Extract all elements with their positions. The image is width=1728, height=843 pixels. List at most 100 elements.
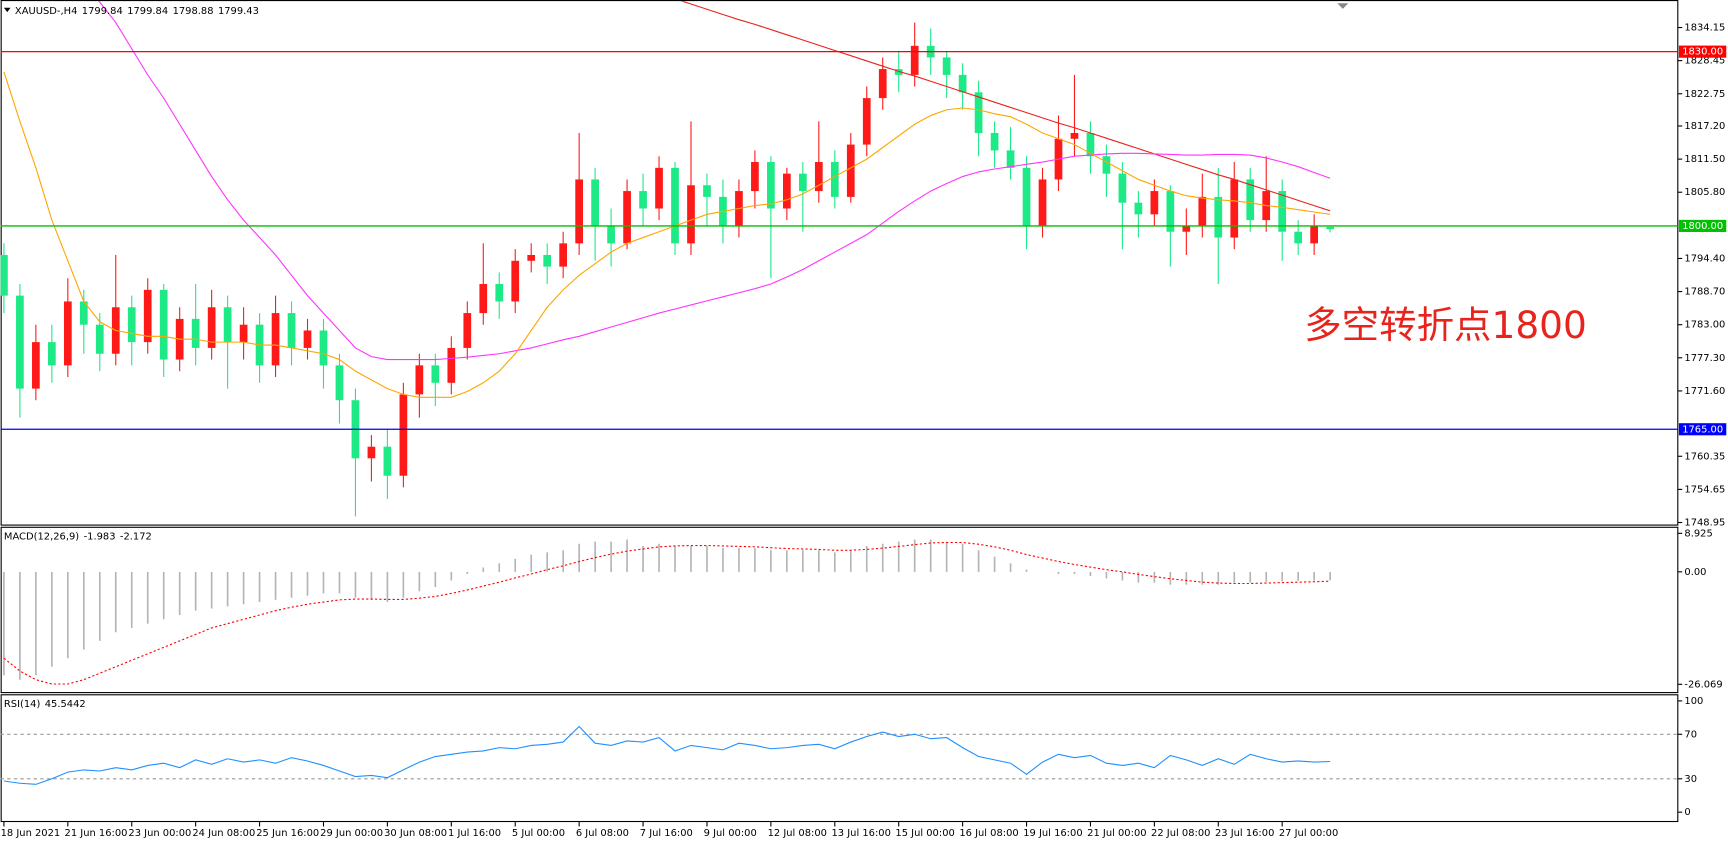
header-value: -2.172 bbox=[120, 532, 152, 543]
x-tick-label: 24 Jun 08:00 bbox=[192, 828, 255, 839]
x-tick-label: 21 Jun 16:00 bbox=[65, 828, 128, 839]
y-tick-label: 8.925 bbox=[1684, 528, 1712, 539]
candle-body bbox=[367, 446, 376, 459]
candle-body bbox=[687, 185, 695, 244]
candle-body bbox=[846, 144, 855, 197]
price-label-box bbox=[1678, 423, 1727, 436]
header-value: 1799.43 bbox=[218, 6, 259, 17]
candle-body bbox=[127, 307, 136, 343]
y-tick-label: 30 bbox=[1684, 774, 1697, 785]
x-tick-label: 18 Jun 2021 bbox=[1, 828, 61, 839]
candle-body bbox=[79, 301, 88, 325]
candle-body bbox=[431, 365, 440, 383]
candle-body bbox=[1278, 191, 1287, 232]
candle-body bbox=[143, 289, 152, 343]
x-tick-label: 16 Jul 08:00 bbox=[959, 828, 1018, 839]
header-value: 45.5442 bbox=[45, 699, 86, 710]
candle-body bbox=[543, 254, 552, 267]
candle-body bbox=[399, 394, 408, 476]
candle-body bbox=[223, 307, 232, 343]
rsi-panel-border bbox=[0, 694, 1679, 823]
candle-body bbox=[1134, 202, 1143, 215]
candle-body bbox=[767, 162, 775, 209]
x-tick-label: 29 Jun 00:00 bbox=[320, 828, 383, 839]
plot-area bbox=[0, 1, 1334, 517]
y-tick-label: 0.00 bbox=[1684, 567, 1706, 578]
candle-body bbox=[990, 132, 999, 151]
y-tick-label: 1834.15 bbox=[1684, 23, 1725, 34]
candle-body bbox=[207, 307, 216, 348]
candle-body bbox=[671, 167, 679, 244]
candle-body bbox=[0, 254, 8, 296]
x-tick-label: 27 Jul 00:00 bbox=[1279, 828, 1338, 839]
y-tick-label: -26.069 bbox=[1684, 679, 1722, 690]
candle-body bbox=[1294, 231, 1303, 244]
x-tick-label: 19 Jul 16:00 bbox=[1023, 828, 1082, 839]
candle-body bbox=[63, 301, 72, 366]
candle-body bbox=[303, 330, 312, 348]
candle-body bbox=[575, 179, 583, 244]
candle-body bbox=[1022, 167, 1031, 226]
candle-body bbox=[95, 324, 104, 354]
candle-body bbox=[942, 57, 951, 75]
candle-body bbox=[1006, 150, 1015, 168]
panel-header: MACD(12,26,9) -1.983 -2.172 bbox=[4, 532, 152, 543]
candle-body bbox=[335, 365, 344, 401]
candle-body bbox=[479, 284, 488, 314]
candle-body bbox=[1118, 173, 1127, 203]
candle-body bbox=[527, 254, 536, 261]
y-tick-label: 1817.20 bbox=[1684, 121, 1725, 132]
candle-body bbox=[862, 98, 871, 145]
header-value: 1799.84 bbox=[82, 6, 123, 17]
candle-body bbox=[910, 45, 919, 75]
candle-body bbox=[830, 162, 839, 197]
candle-body bbox=[383, 446, 392, 476]
header-value: -1.983 bbox=[84, 532, 116, 543]
indicator-line bbox=[680, 1, 1331, 212]
candle-body bbox=[47, 342, 56, 366]
candle-body bbox=[191, 318, 200, 348]
price-label: 1765.00 bbox=[1682, 424, 1723, 435]
panel-header: RSI(14) 45.5442 bbox=[4, 699, 86, 710]
y-tick-label: 1822.75 bbox=[1684, 89, 1725, 100]
x-tick-label: 23 Jul 16:00 bbox=[1215, 828, 1274, 839]
y-tick-label: 1760.35 bbox=[1684, 451, 1725, 462]
candle-body bbox=[703, 185, 711, 197]
candle-body bbox=[1038, 179, 1047, 226]
header-value: 1798.88 bbox=[173, 6, 214, 17]
candle-body bbox=[639, 191, 647, 209]
x-tick-label: 23 Jun 00:00 bbox=[128, 828, 191, 839]
macd-panel-border bbox=[0, 526, 1679, 694]
candle-body bbox=[511, 260, 520, 302]
y-tick-label: 1794.40 bbox=[1684, 253, 1725, 264]
candle-body bbox=[751, 162, 759, 192]
candle-body bbox=[319, 330, 328, 366]
y-tick-label: 1777.30 bbox=[1684, 353, 1725, 364]
candle-body bbox=[447, 347, 456, 383]
price-label-box bbox=[1678, 45, 1727, 58]
x-tick-label: 22 Jul 08:00 bbox=[1151, 828, 1210, 839]
header-title: XAUUSD-,H4 bbox=[15, 6, 77, 17]
header-value: 1799.84 bbox=[127, 6, 168, 17]
candle-body bbox=[1182, 225, 1191, 232]
menu-arrow bbox=[3, 7, 11, 13]
y-tick-label: 1828.45 bbox=[1684, 56, 1725, 67]
candle-body bbox=[1326, 226, 1334, 230]
candle-body bbox=[814, 162, 823, 192]
candle-body bbox=[1102, 156, 1111, 174]
x-tick-label: 25 Jun 16:00 bbox=[256, 828, 319, 839]
candle-body bbox=[655, 167, 663, 209]
candle-body bbox=[1086, 132, 1095, 157]
candle-body bbox=[1198, 196, 1207, 226]
candle-body bbox=[495, 284, 504, 302]
candle-body bbox=[878, 69, 887, 99]
candle-body bbox=[415, 365, 424, 395]
candle-body bbox=[894, 69, 903, 75]
annotation: 多空转折点1800 bbox=[1304, 303, 1587, 347]
indicator-line bbox=[3, 541, 1331, 685]
x-tick-label: 6 Jul 08:00 bbox=[576, 828, 629, 839]
candle-body bbox=[1310, 225, 1319, 244]
x-tick-label: 12 Jul 08:00 bbox=[768, 828, 827, 839]
candle-body bbox=[1230, 179, 1239, 238]
